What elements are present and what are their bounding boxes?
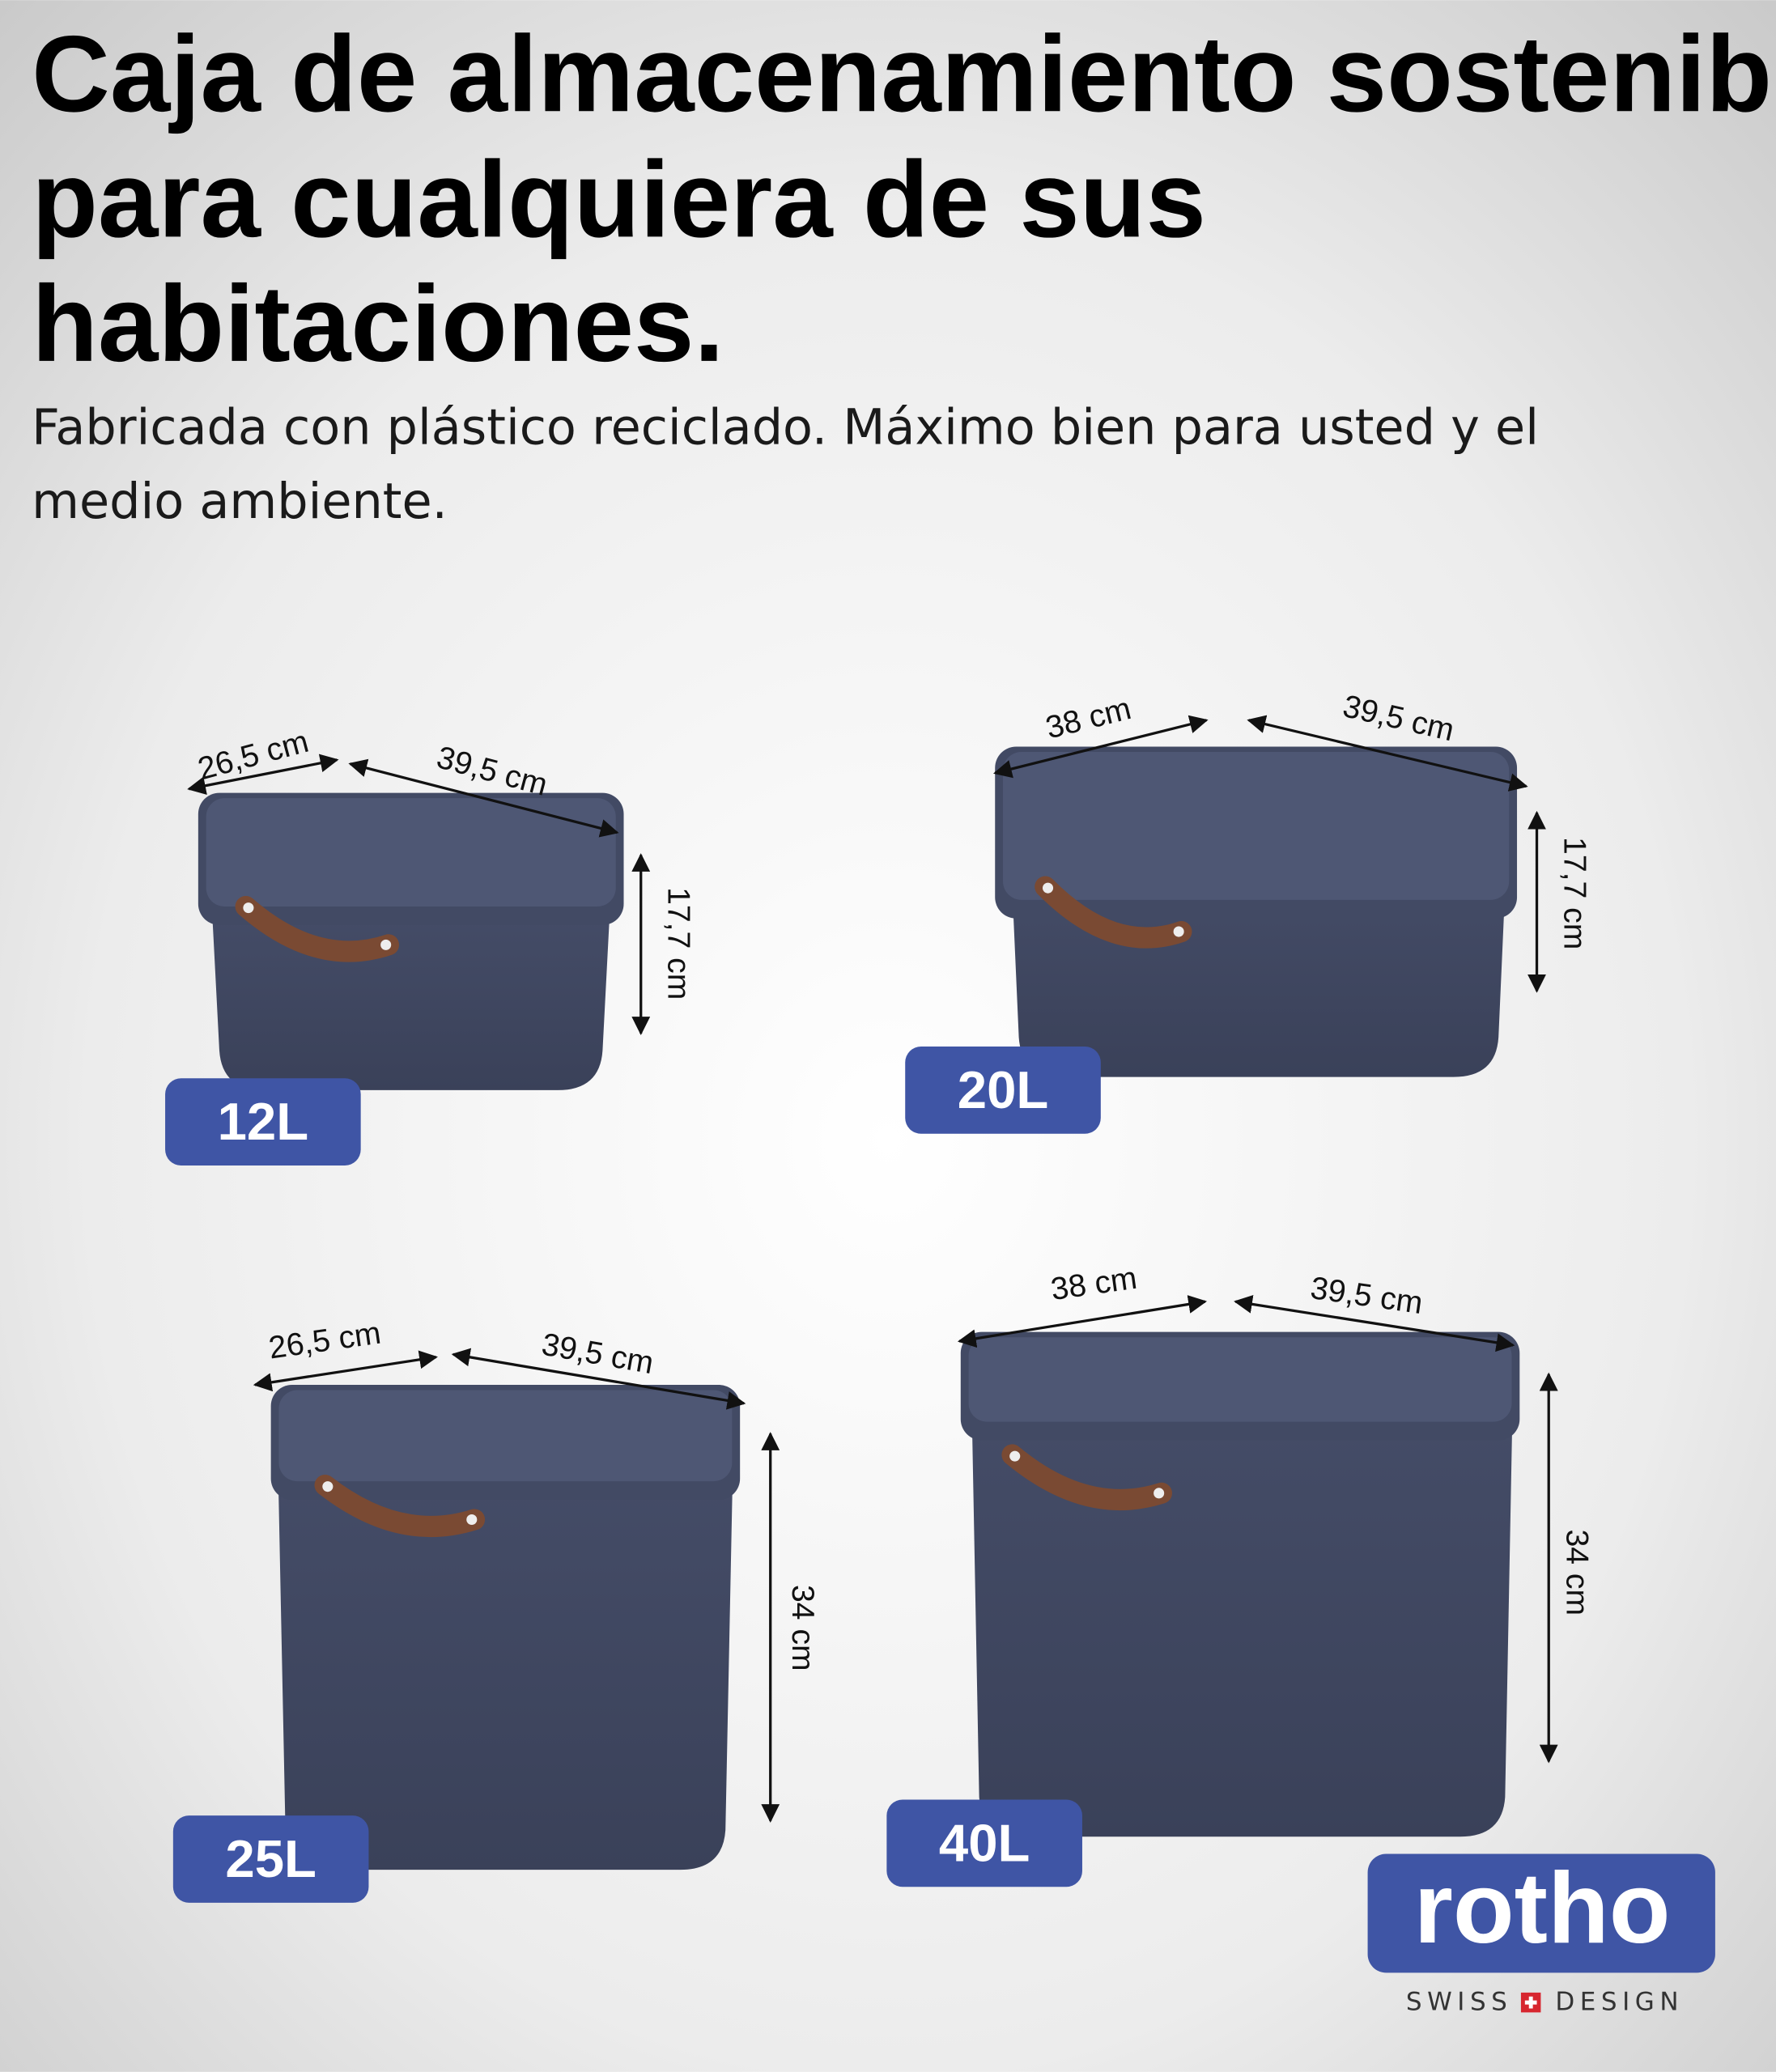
lid-top bbox=[968, 1337, 1512, 1422]
rivet bbox=[243, 902, 254, 914]
rivet bbox=[466, 1514, 478, 1526]
rivet bbox=[1173, 926, 1184, 937]
capacity-badge bbox=[172, 1815, 369, 1903]
capacity-badge bbox=[886, 1799, 1082, 1887]
handle bbox=[1001, 1444, 1172, 1511]
dimension-arrow bbox=[1247, 715, 1528, 792]
rivet bbox=[1009, 1450, 1021, 1462]
rivet bbox=[1154, 1488, 1165, 1499]
lid-top bbox=[206, 798, 616, 907]
capacity-label: 20L bbox=[958, 1060, 1049, 1119]
box-body bbox=[277, 1440, 734, 1870]
height-label: 17,7 cm bbox=[661, 887, 695, 1000]
subtitle-line: medio ambiente. bbox=[32, 473, 448, 530]
capacity-badge bbox=[905, 1047, 1101, 1134]
box-body bbox=[971, 1381, 1514, 1837]
height-label: 34 cm bbox=[1560, 1529, 1595, 1616]
capacity-badge bbox=[165, 1078, 361, 1166]
title-line: para cualquiera de sus bbox=[32, 139, 1206, 260]
dimension-arrow bbox=[348, 758, 619, 838]
dimension-arrow bbox=[1234, 1295, 1515, 1352]
tagline: DESIGN bbox=[1555, 1987, 1684, 2016]
handle bbox=[314, 1474, 486, 1538]
capacity-label: 40L bbox=[939, 1814, 1030, 1873]
capacity-label: 25L bbox=[225, 1829, 317, 1888]
tagline: SWISS bbox=[1406, 1987, 1512, 2016]
title-line: Caja de almacenamiento sostenible bbox=[32, 14, 1776, 134]
rivet bbox=[1042, 882, 1054, 894]
capacity-label: 12L bbox=[218, 1092, 309, 1151]
brand-name: rotho bbox=[1414, 1853, 1671, 1964]
logo-plate bbox=[1367, 1853, 1715, 1973]
swiss-cross bbox=[1524, 1996, 1537, 2009]
subtitle-line: Fabricada con plástico reciclado. Máximo… bbox=[32, 400, 1539, 456]
dimension-arrow bbox=[187, 754, 339, 795]
dimension-arrow bbox=[253, 1350, 438, 1392]
handle bbox=[1035, 876, 1192, 949]
lid-top bbox=[278, 1390, 733, 1482]
brand-logo: rotho SWISS DESIGN bbox=[1367, 1853, 1715, 2016]
dimension-arrow bbox=[993, 715, 1209, 779]
rivet bbox=[380, 939, 392, 950]
handle bbox=[235, 895, 399, 962]
dimension-arrow bbox=[957, 1295, 1208, 1348]
rivet bbox=[322, 1481, 334, 1492]
height-label: 34 cm bbox=[785, 1585, 820, 1671]
height-label: 17,7 cm bbox=[1557, 837, 1591, 949]
dimension-arrow bbox=[451, 1348, 746, 1410]
lid-top bbox=[1003, 752, 1510, 900]
title-line: habitaciones. bbox=[32, 264, 724, 384]
